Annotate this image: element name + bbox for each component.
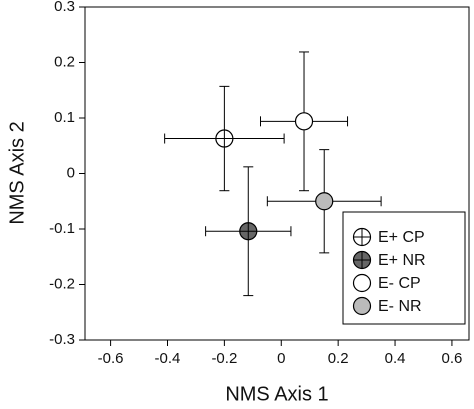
x-tick-label: 0.6: [442, 350, 463, 367]
x-tick-label: 0.2: [328, 350, 349, 367]
legend-label: E- CP: [378, 275, 421, 292]
y-tick-label: 0.1: [54, 109, 75, 126]
x-tick-label: -0.2: [211, 350, 237, 367]
y-tick-label: 0.3: [54, 0, 75, 15]
x-tick-label: 0: [277, 350, 285, 367]
y-axis-label: NMS Axis 2: [6, 121, 28, 224]
x-tick-label: 0.4: [385, 350, 406, 367]
x-tick-label: -0.6: [98, 350, 124, 367]
y-tick-label: 0: [67, 164, 75, 181]
x-axis-label: NMS Axis 1: [225, 383, 328, 405]
y-tick-label: -0.1: [49, 220, 75, 237]
point: [294, 112, 314, 131]
legend-label: E- NR: [378, 298, 422, 315]
y-tick-label: -0.2: [49, 275, 75, 292]
legend-marker: [352, 296, 372, 316]
y-tick-label: 0.2: [54, 53, 75, 70]
legend-label: E+ NR: [378, 252, 426, 269]
legend-label: E+ CP: [378, 229, 425, 246]
x-tick-label: -0.4: [155, 350, 181, 367]
y-tick-label: -0.3: [49, 331, 75, 348]
point: [315, 192, 334, 211]
legend-marker: [352, 273, 372, 293]
